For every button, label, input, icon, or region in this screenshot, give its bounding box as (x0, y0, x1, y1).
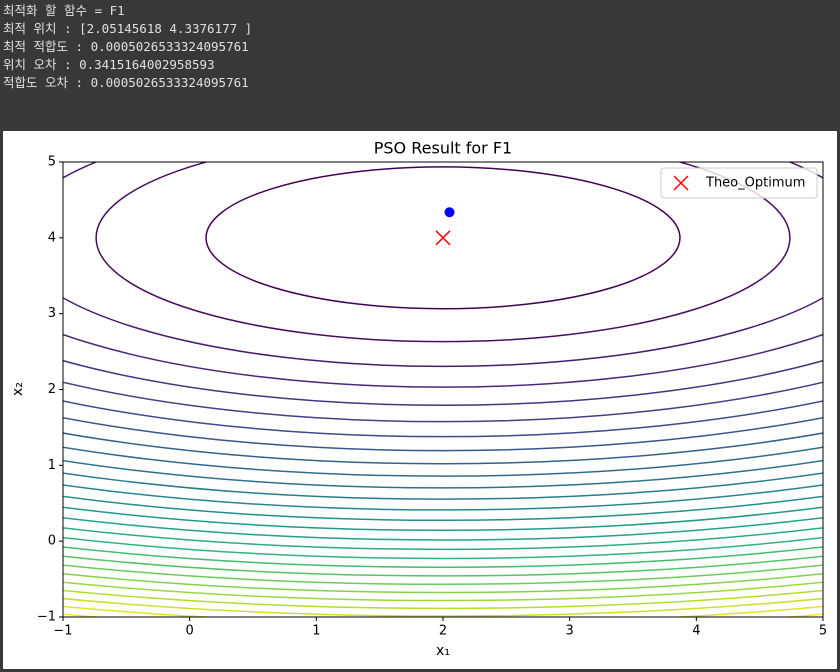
x-tick-label: 4 (692, 624, 700, 639)
console-line: 적합도 오차 : 0.0005026533324095761 (3, 75, 249, 90)
contour-line (63, 459, 823, 489)
y-tick-label: −1 (37, 610, 56, 625)
legend-label: Theo_Optimum (705, 176, 805, 191)
contour-line (63, 536, 823, 560)
y-tick-label: 4 (48, 230, 56, 245)
legend-marker (673, 175, 689, 191)
y-axis-label: x₂ (10, 382, 26, 396)
console-line: 최적 위치 : [2.05145618 4.3376177 ] (3, 21, 253, 36)
x-tick-label: 1 (312, 624, 320, 639)
contour-line (63, 564, 823, 585)
y-tick-label: 2 (48, 382, 56, 397)
y-tick-label: 1 (48, 458, 56, 473)
contour-line (63, 597, 823, 617)
console-line: 최적 적합도 : 0.0005026533324095761 (3, 39, 249, 54)
console-line: 위치 오차 : 0.3415164002958593 (3, 57, 215, 72)
contour-line (63, 516, 823, 541)
contour-line (63, 359, 823, 406)
x-tick-label: 0 (186, 624, 194, 639)
console-line: 최적화 할 함수 = F1 (3, 3, 125, 18)
contour-line (63, 162, 823, 368)
contour-line (63, 472, 823, 500)
marker-stroke (435, 230, 451, 246)
contour-line (63, 432, 823, 465)
y-tick-label: 3 (48, 306, 56, 321)
contour-line (63, 581, 823, 602)
contour-line (63, 572, 823, 594)
contour-line (63, 546, 823, 568)
console-output: 최적화 할 함수 = F1 최적 위치 : [2.05145618 4.33761… (3, 2, 252, 92)
chart-title: PSO Result for F1 (374, 139, 512, 158)
contour-line (63, 446, 823, 477)
contour-line (63, 527, 823, 551)
x-tick-label: 2 (439, 624, 447, 639)
legend-box (660, 167, 818, 199)
contour-line (63, 589, 823, 610)
contour-line (63, 333, 823, 388)
contour-group (63, 162, 823, 617)
contour-line (63, 484, 823, 511)
figure-background (3, 131, 837, 669)
best-position-point (444, 207, 455, 218)
x-tick-label: 5 (819, 624, 827, 639)
contour-line (205, 166, 681, 310)
contour-line (63, 400, 823, 438)
x-axis-label: x₁ (436, 643, 450, 659)
x-tick-label: 3 (566, 624, 574, 639)
contour-line (95, 162, 791, 343)
y-tick-label: 5 (48, 155, 56, 170)
y-tick-label: 0 (48, 534, 56, 549)
contour-line (63, 381, 823, 423)
contour-line (63, 416, 823, 452)
contour-line (63, 495, 823, 521)
contour-line (63, 506, 823, 531)
x-tick-label: −1 (53, 624, 72, 639)
contour-line (63, 555, 823, 577)
optimum-marker (435, 230, 451, 246)
